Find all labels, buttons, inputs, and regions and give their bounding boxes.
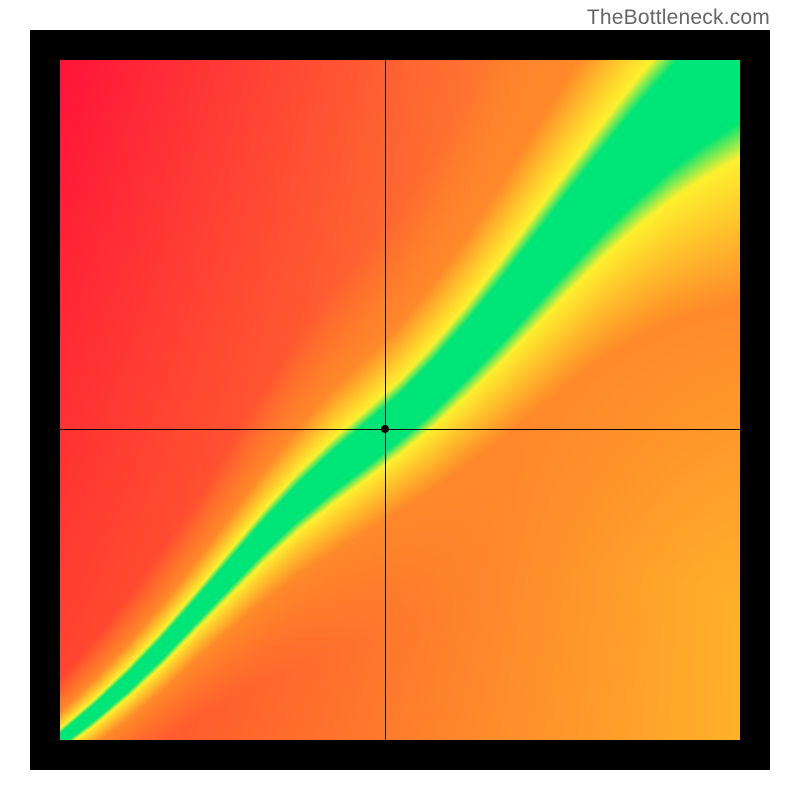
plot-frame xyxy=(30,30,770,770)
chart-container: TheBottleneck.com xyxy=(0,0,800,800)
marker-dot xyxy=(381,425,389,433)
crosshair-vertical xyxy=(385,60,386,740)
plot-area xyxy=(60,60,740,740)
heatmap-canvas xyxy=(60,60,740,740)
crosshair-horizontal xyxy=(60,429,740,430)
watermark-text: TheBottleneck.com xyxy=(587,6,770,30)
